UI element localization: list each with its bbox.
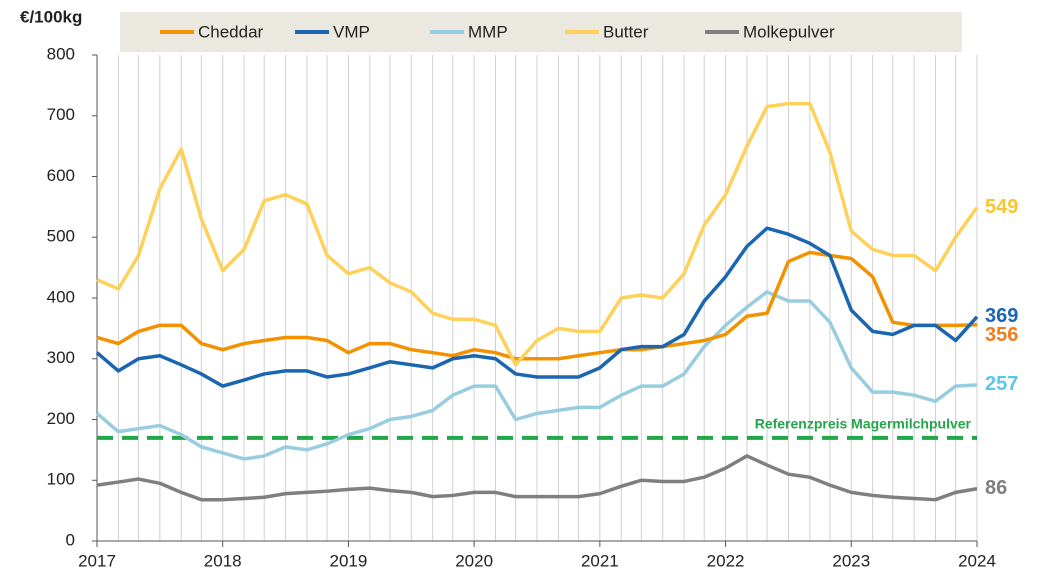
x-tick-label: 2023 [832,551,870,570]
x-tick-label: 2019 [330,551,368,570]
end-value-label: 369 [985,305,1018,327]
x-tick-label: 2020 [455,551,493,570]
y-tick-label: 800 [47,44,75,63]
legend-label: MMP [468,22,508,41]
legend-label: Molkepulver [743,22,835,41]
y-tick-label: 700 [47,105,75,124]
end-value-label: 257 [985,373,1018,395]
y-tick-label: 400 [47,287,75,306]
series-line [96,101,979,367]
x-tick-label: 2017 [78,551,116,570]
reference-label: Referenzpreis Magermilchpulver [755,416,972,432]
series-line [96,454,978,502]
y-tick-label: 100 [47,470,75,489]
y-tick-label: 300 [47,348,75,367]
y-tick-label: 600 [47,166,75,185]
x-tick-label: 2021 [581,551,619,570]
legend-label: VMP [333,22,370,41]
x-tick-label: 2022 [707,551,745,570]
series-line [95,290,978,461]
legend-box [120,12,962,52]
y-tick-label: 200 [47,409,75,428]
series-line [95,226,979,388]
legend-label: Cheddar [198,22,264,41]
end-value-label: 549 [985,196,1018,218]
y-tick-label: 0 [66,530,75,549]
x-tick-label: 2018 [204,551,242,570]
y-tick-label: 500 [47,227,75,246]
end-value-label: 356 [985,324,1018,346]
legend-label: Butter [603,22,649,41]
x-tick-label: 2024 [958,551,996,570]
end-value-label: 86 [985,477,1007,499]
y-axis-label: €/100kg [20,7,82,26]
